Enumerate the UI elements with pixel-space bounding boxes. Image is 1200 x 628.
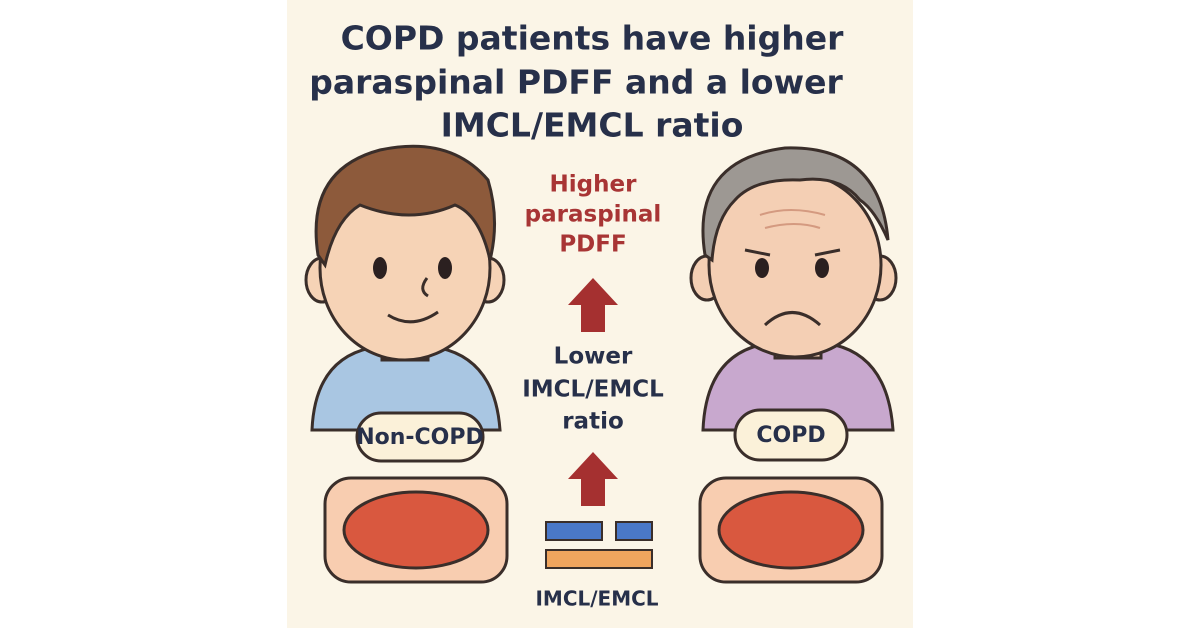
non-copd-person-part [421,277,429,298]
lipid-bars [545,521,653,569]
pill [733,408,849,462]
non-copd-muscle-part [342,490,490,570]
non-copd-muscle [323,476,509,584]
non-copd-person-part [314,144,496,269]
label-line: IMCL/EMCL [522,377,664,403]
non-copd-person-part [387,310,439,324]
non-copd-person [304,144,506,432]
title-line: paraspinal PDFF and a lower [309,63,843,102]
person-label: Non-COPD [356,425,484,450]
up-arrow [568,452,618,506]
copd-muscle [698,476,884,584]
copd-tag: COPD [733,408,849,462]
person-label: COPD [756,423,825,448]
non-copd-person-part [373,257,387,279]
copd-person-part [755,258,769,278]
label-line: Higher [550,172,638,198]
copd-person-part [744,248,841,257]
copd-person-part [815,258,829,278]
legend-label: IMCL/EMCL [535,587,658,611]
copd-muscle-part [717,490,865,570]
up-arrow [568,278,618,332]
lower-label: Lower IMCL/EMCL ratio [522,344,664,435]
copd-person-part [759,209,826,229]
pill [355,411,485,463]
copd-person-part [701,146,890,263]
title: COPD patients have higher paraspinal PDF… [309,19,844,145]
label-line: paraspinal [525,202,662,228]
title-line: IMCL/EMCL ratio [441,106,744,145]
label-line: PDFF [559,232,626,258]
imcl-bar [545,521,603,541]
label-line: Lower [554,344,633,370]
emcl-bar [545,549,653,569]
non-copd-person-part [438,257,452,279]
imcl-bar [615,521,653,541]
copd-person-part [763,311,821,327]
label-line: ratio [562,409,624,435]
higher-label: Higher paraspinal PDFF [525,172,662,258]
title-line: COPD patients have higher [341,19,845,58]
copd-person [689,146,898,432]
non-copd-tag: Non-COPD [355,411,485,463]
